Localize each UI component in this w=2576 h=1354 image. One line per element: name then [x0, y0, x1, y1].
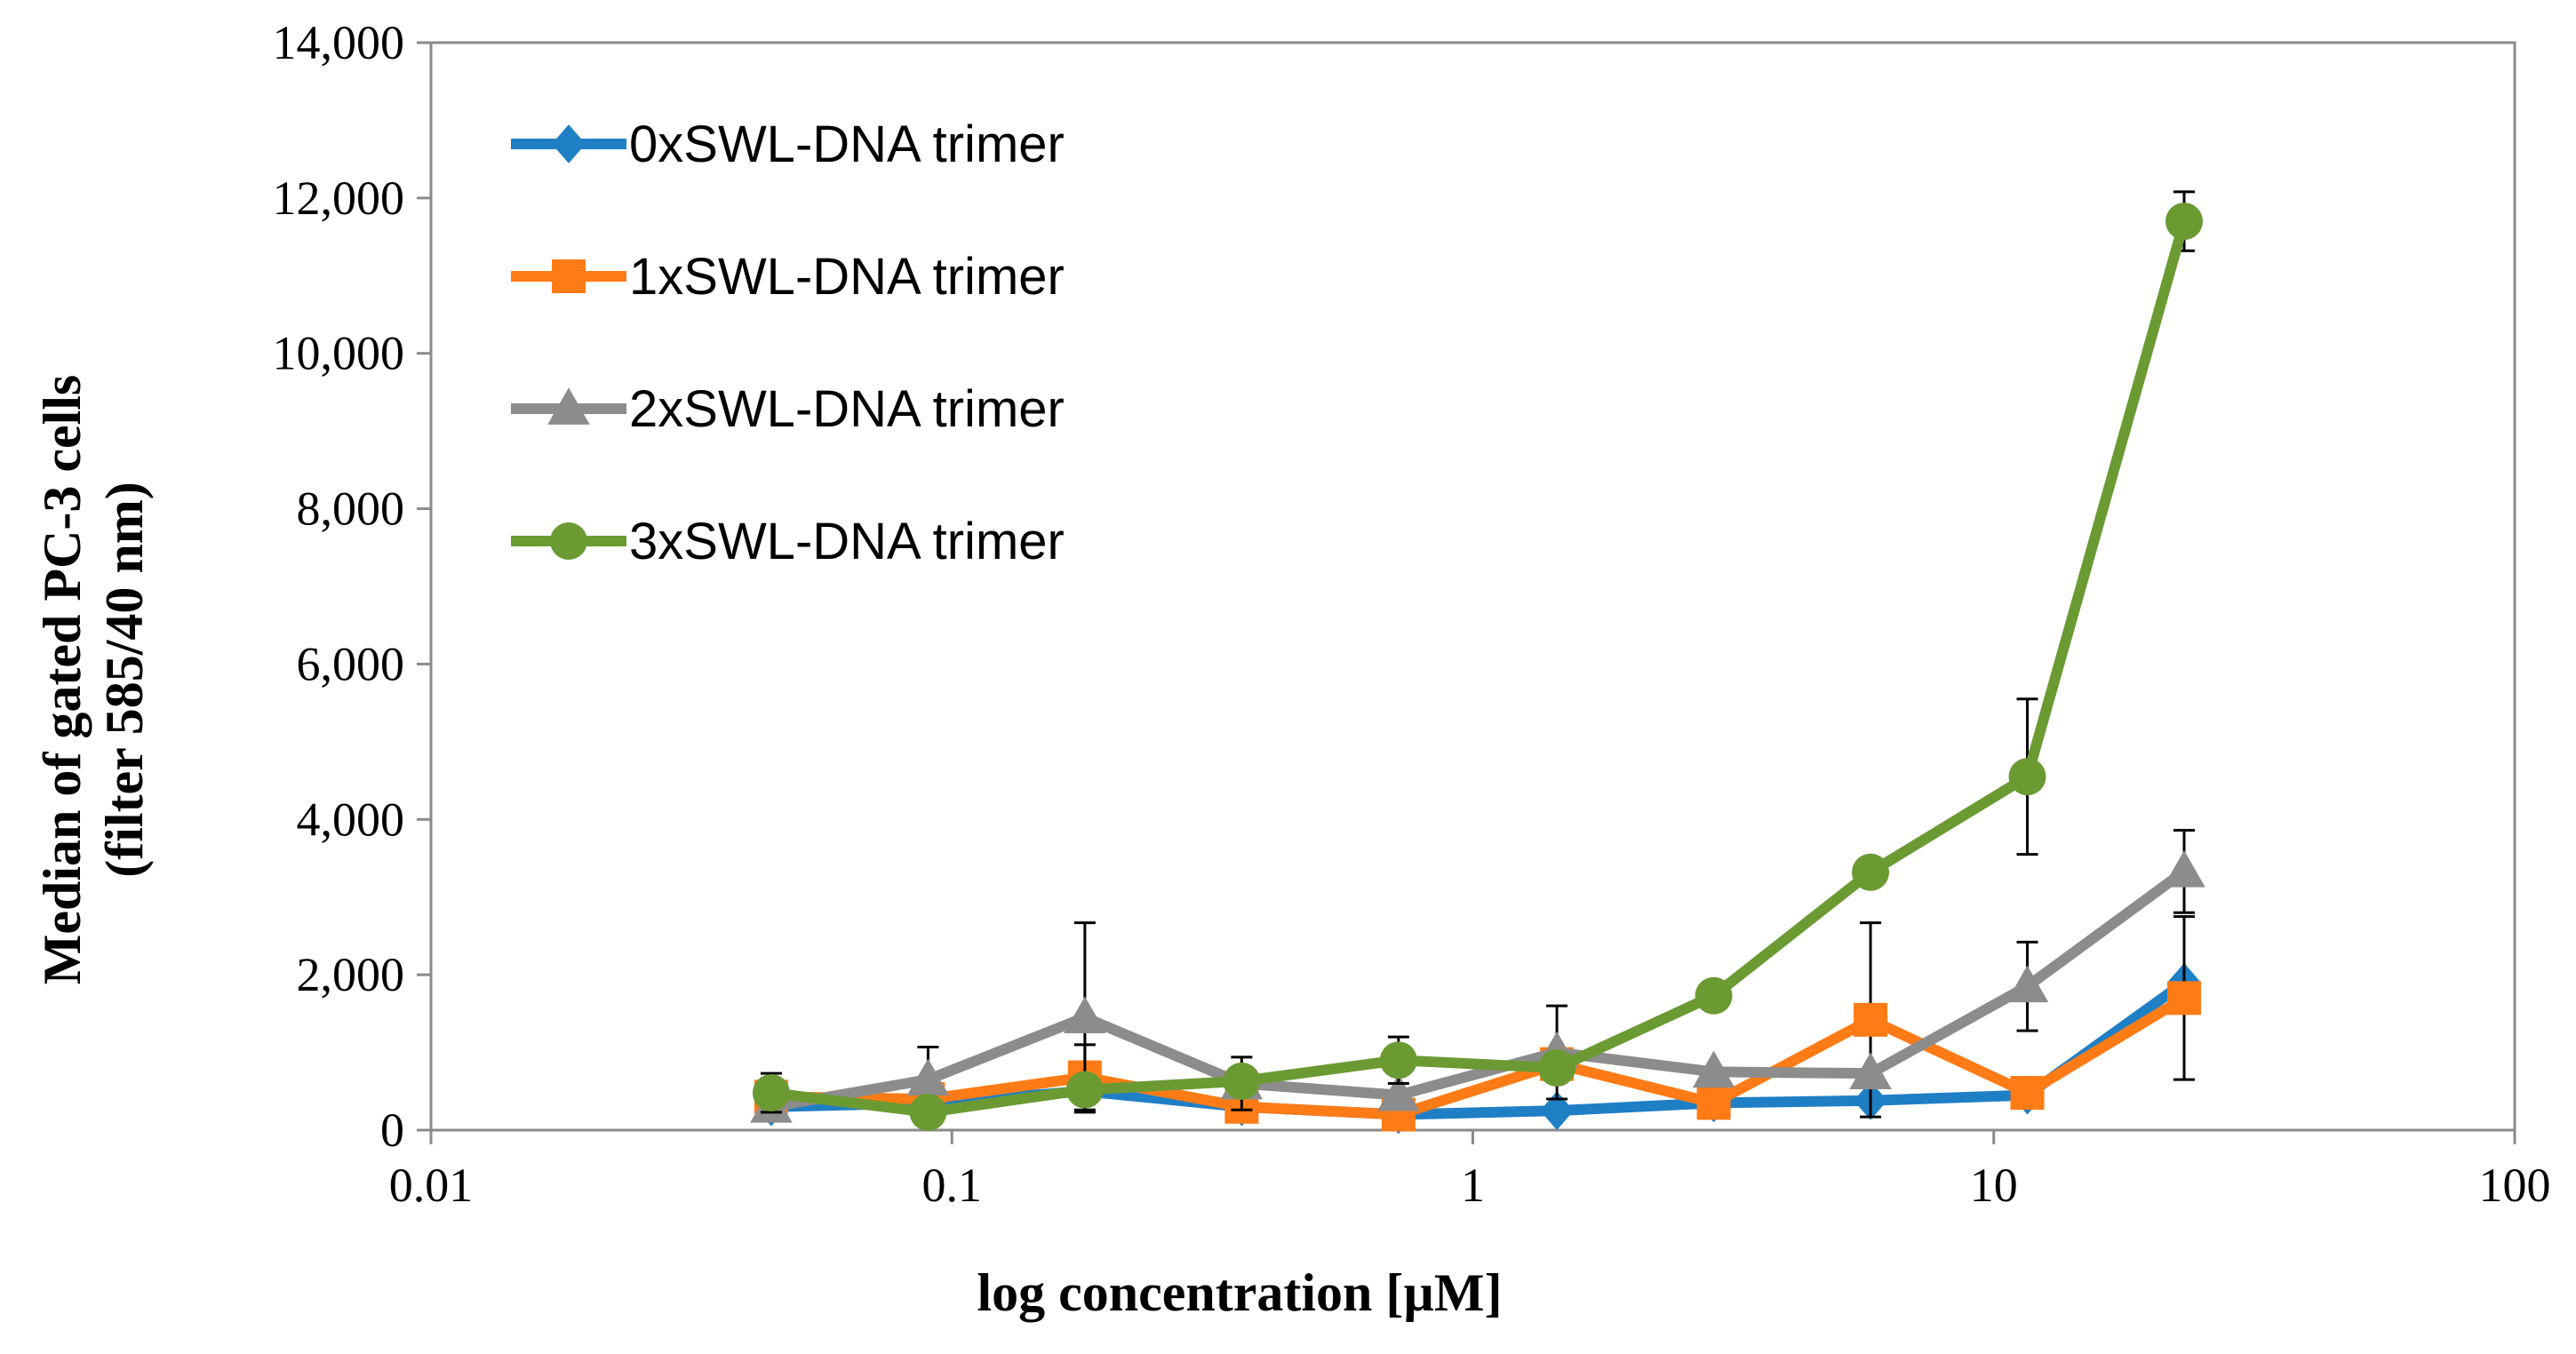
- legend-label: 2xSWL-DNA trimer: [629, 380, 1065, 438]
- data-point: [1538, 1049, 1576, 1087]
- y-tick-label: 0: [380, 1103, 404, 1157]
- data-point: [1377, 1073, 1420, 1111]
- data-point: [909, 1093, 947, 1131]
- data-point: [1695, 976, 1733, 1015]
- x-tick-label: 100: [2479, 1159, 2551, 1212]
- legend-marker: [552, 124, 586, 163]
- y-axis-title-line1: Median of gated PC-3 cells: [33, 375, 92, 985]
- legend-item: 3xSWL-DNA trimer: [511, 513, 1065, 570]
- plot-area: [429, 41, 2516, 1132]
- legend-marker: [550, 522, 587, 560]
- x-axis-title: log concentration [µM]: [977, 1263, 1502, 1322]
- data-point: [2008, 758, 2046, 796]
- data-point: [1065, 1071, 1104, 1109]
- legend-label: 1xSWL-DNA trimer: [629, 248, 1065, 306]
- data-point: [906, 1058, 950, 1095]
- legend: 0xSWL-DNA trimer 1xSWL-DNA trimer 2xSWL-DN…: [511, 115, 1065, 570]
- y-tick-label: 2,000: [297, 948, 405, 1001]
- data-point: [1849, 1052, 1892, 1089]
- data-point: [1852, 853, 1890, 891]
- plot-border: [429, 41, 2516, 1132]
- y-axis-title: Median of gated PC-3 cells (filter 585/4…: [33, 375, 154, 985]
- data-point: [1540, 1091, 1575, 1130]
- data-point: [1854, 1002, 1888, 1037]
- x-tick-label: 0.1: [922, 1159, 983, 1212]
- legend-item: 2xSWL-DNA trimer: [511, 380, 1065, 438]
- x-axis: 0.01 0.1 1 10 100: [389, 1130, 2551, 1212]
- y-tick-label: 14,000: [273, 16, 405, 69]
- y-tick-label: 8,000: [297, 482, 405, 536]
- data-point: [2010, 1076, 2045, 1111]
- data-point: [2167, 981, 2202, 1016]
- legend-item: 1xSWL-DNA trimer: [511, 248, 1065, 306]
- legend-marker: [547, 387, 590, 425]
- series-line: [770, 993, 2188, 1120]
- series-3: [752, 190, 2204, 1131]
- data-point: [2006, 965, 2049, 1003]
- x-tick-label: 0.01: [389, 1159, 474, 1212]
- y-tick-label: 10,000: [273, 327, 405, 380]
- y-axis-title-line2: (filter 585/40 nm): [95, 482, 154, 877]
- series-line: [770, 219, 2189, 1118]
- data-point: [1223, 1062, 1261, 1100]
- data-point: [2165, 203, 2204, 241]
- data-point: [1692, 1050, 1735, 1088]
- y-tick-label: 4,000: [297, 792, 405, 846]
- data-point: [1064, 996, 1106, 1034]
- data-point: [1379, 1041, 1417, 1079]
- legend-label: 0xSWL-DNA trimer: [629, 115, 1065, 173]
- legend-marker: [552, 259, 586, 293]
- legend-item: 0xSWL-DNA trimer: [511, 115, 1065, 173]
- series-layer: [750, 190, 2205, 1135]
- series-line: [770, 867, 2188, 1112]
- data-point: [752, 1074, 790, 1112]
- x-tick-label: 10: [1970, 1159, 2018, 1212]
- x-tick-label: 1: [1461, 1159, 1485, 1212]
- y-axis: 0 2,000 4,000 6,000 8,000 10,000 12,000 14,000: [273, 16, 431, 1157]
- data-point: [2163, 850, 2205, 888]
- y-tick-label: 12,000: [273, 171, 405, 225]
- y-tick-label: 6,000: [297, 637, 405, 690]
- data-point: [1696, 1086, 1731, 1120]
- legend-label: 3xSWL-DNA trimer: [629, 513, 1065, 570]
